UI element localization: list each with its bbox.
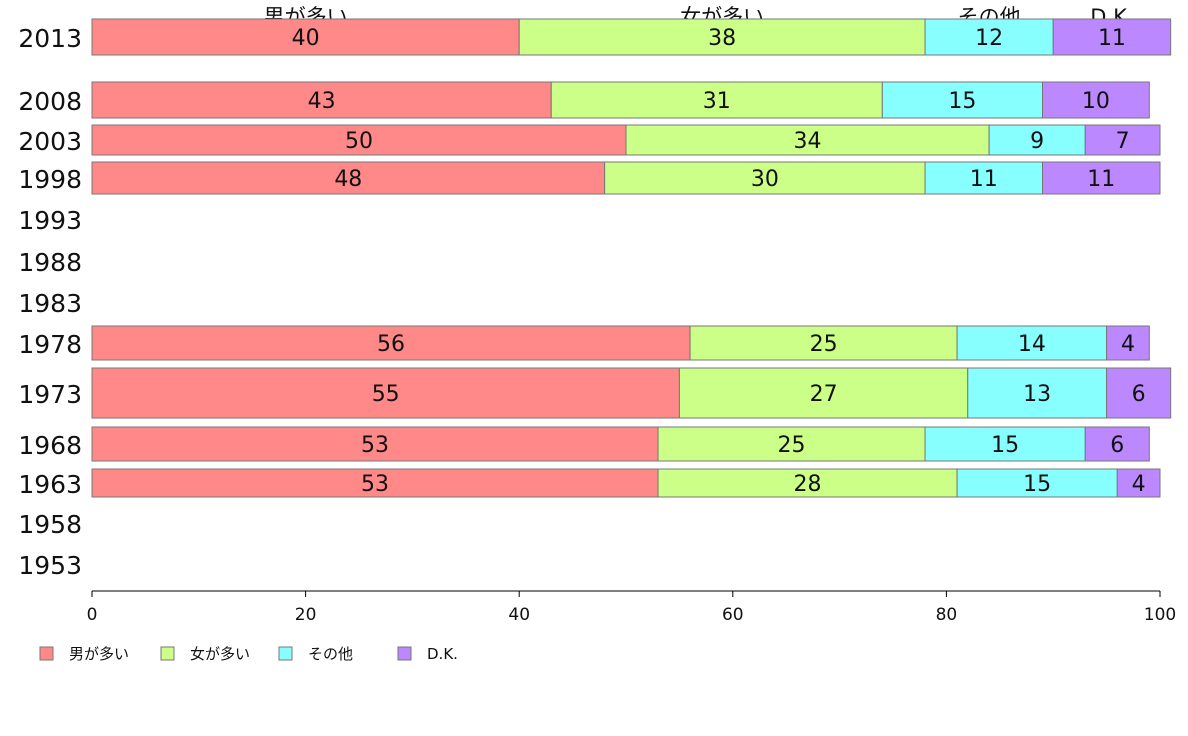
year-label-1958: 1958 [18,510,82,539]
bar-1998-series-2 [924,161,1044,195]
year-label-1973: 1973 [18,380,82,409]
x-tick-label-0: 0 [87,605,98,625]
data-label-2008-series-3: 10 [1082,89,1110,114]
bars: 40 38 12 11 43 31 15 10 50 34 9 7 48 30 11 11 56 25 14 4 55 2… [91,18,1172,498]
data-label-1998-series-1: 30 [751,167,779,192]
data-label-2013-series-0: 40 [292,26,320,51]
data-label-2008-series-0: 43 [308,89,336,114]
data-label-1978-series-1: 25 [810,332,838,357]
bar-1973-series-3 [1106,367,1172,419]
year-label-1993: 1993 [18,206,82,235]
bar-1998-series-3 [1042,161,1161,195]
data-label-1973-series-2: 13 [1023,382,1051,407]
bar-1978-series-0 [91,325,691,361]
legend-swatch-0 [39,646,54,661]
bar-1978-series-1 [689,325,958,361]
data-label-1998-series-3: 11 [1087,167,1115,192]
data-label-2008-series-1: 31 [703,89,731,114]
data-label-1998-series-0: 48 [334,167,362,192]
data-label-1963-series-1: 28 [794,472,822,497]
data-label-1978-series-2: 14 [1018,332,1046,357]
x-tick-label-40: 40 [508,605,530,625]
year-label-1968: 1968 [18,431,82,460]
bar-1998-series-1 [604,161,926,195]
bar-2003-series-3 [1084,124,1161,156]
legend-label-2: その他 [308,645,353,663]
legend: 男が多い 女が多い その他 D.K. [39,645,458,663]
data-label-2003-series-3: 7 [1116,129,1130,154]
year-labels: 2013 2008 2003 1998 1993 1988 1983 1978 1973 1968… [18,24,82,580]
data-label-1968-series-3: 6 [1110,433,1124,458]
bar-2008-series-0 [91,81,552,119]
bar-2013-series-0 [91,18,520,56]
year-label-1953: 1953 [18,551,82,580]
bar-2008-series-1 [550,81,883,119]
bar-1963-series-2 [956,468,1118,498]
x-tick-label-20: 20 [295,605,317,625]
data-label-2008-series-2: 15 [948,89,976,114]
data-label-1978-series-3: 4 [1121,332,1135,357]
data-label-2013-series-3: 11 [1098,26,1126,51]
legend-swatch-1 [160,646,175,661]
x-tick-label-80: 80 [936,605,958,625]
bar-1968-series-1 [657,426,926,462]
data-label-1978-series-0: 56 [377,332,405,357]
data-label-2013-series-1: 38 [708,26,736,51]
year-label-1983: 1983 [18,289,82,318]
bar-2013-series-2 [924,18,1054,56]
bar-1973-series-1 [678,367,969,419]
data-label-1968-series-1: 25 [778,433,806,458]
year-label-2008: 2008 [18,87,82,116]
x-axis: 0 20 40 60 80 100 [87,590,1176,625]
year-label-2013: 2013 [18,24,82,53]
data-label-1973-series-3: 6 [1132,382,1146,407]
year-label-2003: 2003 [18,127,82,156]
bar-2013-series-1 [518,18,926,56]
data-label-1963-series-3: 4 [1132,472,1146,497]
data-label-2003-series-0: 50 [345,129,373,154]
data-label-2003-series-1: 34 [794,129,822,154]
data-label-1968-series-0: 53 [361,433,389,458]
bar-2003-series-0 [91,124,627,156]
bar-2013-series-3 [1052,18,1172,56]
bar-2003-series-1 [625,124,990,156]
legend-swatch-2 [278,646,293,661]
year-label-1998: 1998 [18,165,82,194]
bar-1968-series-3 [1084,426,1150,462]
data-label-1973-series-1: 27 [810,382,838,407]
bar-1963-series-3 [1116,468,1161,498]
bar-1978-series-3 [1106,325,1150,361]
bar-1963-series-0 [91,468,659,498]
bar-1963-series-1 [657,468,958,498]
legend-label-0: 男が多い [69,645,129,663]
legend-label-3: D.K. [427,645,458,663]
data-label-2013-series-2: 12 [975,26,1003,51]
legend-label-1: 女が多い [190,645,250,663]
data-label-1973-series-0: 55 [372,382,400,407]
bar-1973-series-2 [967,367,1108,419]
bar-1973-series-0 [91,367,680,419]
x-tick-label-100: 100 [1144,605,1176,625]
data-label-2003-series-2: 9 [1030,129,1044,154]
bar-1968-series-2 [924,426,1086,462]
year-label-1963: 1963 [18,470,82,499]
data-label-1998-series-2: 11 [970,167,998,192]
year-label-1978: 1978 [18,330,82,359]
bar-2008-series-3 [1042,81,1150,119]
bar-2003-series-2 [988,124,1086,156]
data-label-1968-series-2: 15 [991,433,1019,458]
legend-swatch-3 [397,646,412,661]
bar-2008-series-2 [881,81,1044,119]
top-series-labels: 男が多い 女が多い その他 D.K. [264,5,1134,29]
x-tick-label-60: 60 [722,605,744,625]
year-label-1988: 1988 [18,248,82,277]
data-label-1963-series-0: 53 [361,472,389,497]
bar-1998-series-0 [91,161,606,195]
data-label-1963-series-2: 15 [1023,472,1051,497]
